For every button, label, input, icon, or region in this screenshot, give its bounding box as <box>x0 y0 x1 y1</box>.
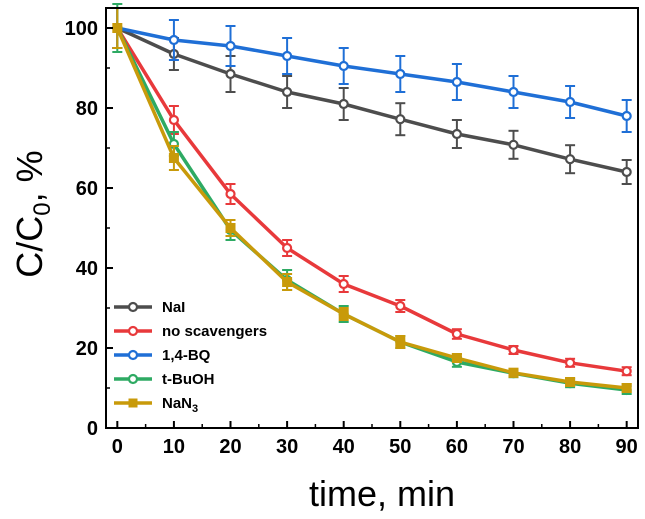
data-point <box>282 277 293 287</box>
data-point <box>621 110 632 122</box>
legend-marker <box>128 398 138 408</box>
data-point <box>168 34 180 46</box>
x-tick-label: 80 <box>559 436 581 458</box>
legend-marker <box>127 373 139 385</box>
legend-marker <box>127 349 139 361</box>
data-point <box>508 139 519 150</box>
data-point <box>564 154 576 165</box>
data-point <box>395 68 406 80</box>
x-tick-label: 20 <box>219 436 241 458</box>
legend-marker <box>127 325 139 337</box>
y-axis-title: C/C0, % <box>9 150 56 277</box>
data-point <box>508 86 519 98</box>
x-tick-label: 70 <box>502 436 524 458</box>
data-point <box>564 357 576 368</box>
x-tick-label: 0 <box>112 436 123 458</box>
y-tick-label: 60 <box>76 178 98 200</box>
legend-item: t-BuOH <box>114 371 215 388</box>
data-point <box>395 337 406 347</box>
legend-marker <box>127 301 139 313</box>
data-point <box>451 328 462 340</box>
data-point <box>225 68 236 80</box>
data-point <box>338 278 349 290</box>
y-tick-label: 0 <box>87 418 98 440</box>
data-point <box>168 114 180 126</box>
x-tick-label: 10 <box>163 436 185 458</box>
data-point <box>564 96 576 108</box>
data-point <box>621 166 632 178</box>
axes: 0 10 20 30 40 50 60 70 80 90 0 20 40 60 80 100 <box>65 18 638 458</box>
data-point <box>338 60 349 72</box>
data-point <box>451 76 462 88</box>
data-point <box>225 40 236 52</box>
data-point <box>282 50 293 62</box>
y-tick-label: 100 <box>65 18 98 40</box>
series-nan3 <box>112 7 632 393</box>
data-point <box>395 300 406 312</box>
data-point <box>338 309 349 319</box>
data-point <box>168 153 179 163</box>
series-nai <box>112 7 632 185</box>
legend-item: 1,4-BQ <box>114 347 211 364</box>
y-tick-label: 40 <box>76 258 98 280</box>
legend-item: NaN3 <box>114 395 198 415</box>
x-tick-label: 50 <box>389 436 411 458</box>
data-point <box>395 114 406 125</box>
data-point <box>621 383 632 393</box>
legend-label: NaN3 <box>162 395 198 415</box>
series-group <box>112 3 632 396</box>
data-point <box>621 366 632 377</box>
y-tick-label: 20 <box>76 338 98 360</box>
data-point <box>282 86 293 98</box>
legend-label: t-BuOH <box>162 371 215 388</box>
data-point <box>338 98 349 110</box>
legend-label: NaI <box>162 299 185 316</box>
series-line <box>115 27 627 373</box>
data-point <box>225 188 236 200</box>
legend-item: NaI <box>114 299 185 316</box>
x-tick-label: 40 <box>333 436 355 458</box>
data-point <box>112 23 123 33</box>
data-point <box>508 344 519 356</box>
series-line <box>116 26 628 118</box>
data-point <box>508 367 519 378</box>
series-line <box>116 26 628 174</box>
legend-label: 1,4-BQ <box>162 347 211 364</box>
y-tick-label: 80 <box>76 98 98 120</box>
data-point <box>225 223 236 233</box>
series-no-scavengers <box>112 7 632 377</box>
x-tick-label: 30 <box>276 436 298 458</box>
legend: NaI no scavengers 1,4-BQ t-BuOH NaN3 <box>114 299 267 415</box>
data-point <box>282 242 293 254</box>
x-axis-title: time, min <box>309 473 455 514</box>
data-point <box>451 128 462 140</box>
series-line <box>115 27 627 390</box>
x-tick-label: 60 <box>446 436 468 458</box>
legend-item: no scavengers <box>114 323 267 340</box>
data-point <box>565 377 576 387</box>
legend-label: no scavengers <box>162 323 267 340</box>
data-point <box>451 353 462 363</box>
x-tick-label: 90 <box>616 436 638 458</box>
